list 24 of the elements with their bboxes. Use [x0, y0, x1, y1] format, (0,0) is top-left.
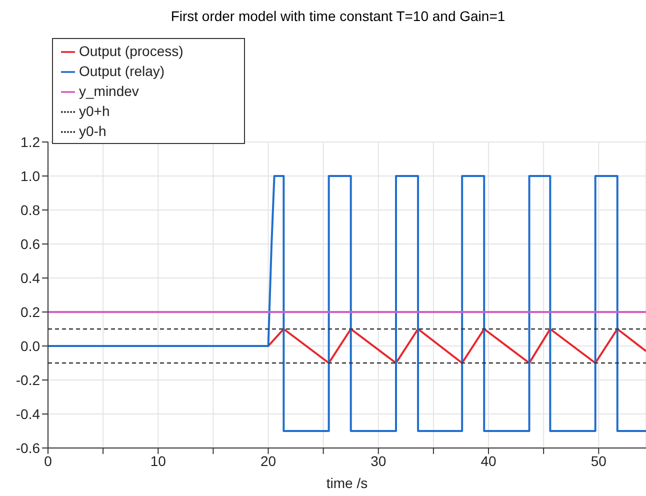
x-tick-label: 0	[44, 452, 52, 469]
y-tick-label: 0.4	[20, 270, 40, 286]
legend-label: Output (relay)	[79, 63, 165, 79]
chart-title: First order model with time constant T=10 and Gain=1	[170, 8, 506, 26]
y-tick-label: -0.6	[16, 440, 40, 456]
y-tick-label: 1.2	[20, 134, 40, 150]
x-axis-title: time /s	[326, 475, 368, 491]
y-tick-label: 0.2	[20, 304, 40, 320]
line-series	[48, 175, 646, 432]
x-tick-label: 40	[480, 452, 497, 469]
y-tick-label: -0.2	[16, 372, 40, 388]
y-tick-label: 0.0	[20, 338, 40, 354]
y-tick-label: -0.4	[16, 406, 40, 422]
legend-label: y0+h	[79, 103, 110, 119]
x-tick-label: 30	[370, 452, 386, 469]
x-tick-label: 20	[260, 452, 276, 469]
legend-label: y_mindev	[79, 83, 139, 99]
legend-label: Output (process)	[79, 43, 184, 59]
x-tick-label: 50	[590, 452, 607, 469]
legend-label: y0-h	[79, 123, 106, 139]
y-tick-label: 1.0	[20, 168, 40, 184]
y-tick-label: 0.6	[20, 236, 40, 252]
y-tick-label: 0.8	[20, 202, 40, 218]
x-tick-label: 10	[150, 452, 166, 469]
